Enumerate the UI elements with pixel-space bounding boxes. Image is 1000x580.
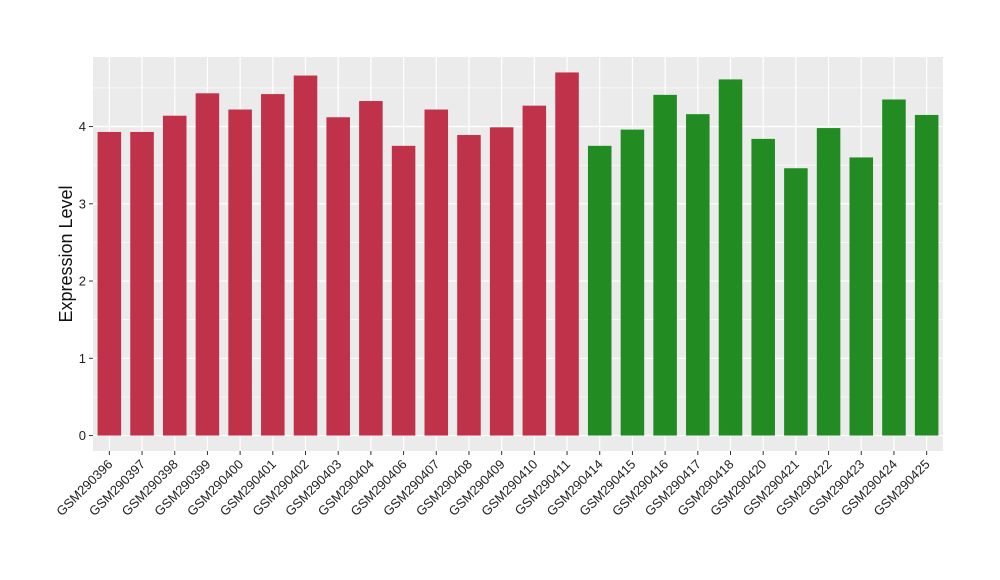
bar-GSM290421 xyxy=(784,168,808,436)
bar-GSM290402 xyxy=(293,75,318,436)
bar-GSM290406 xyxy=(391,145,416,436)
y-tick-label: 3 xyxy=(79,196,86,211)
bar-GSM290403 xyxy=(326,117,350,436)
bar-GSM290407 xyxy=(424,109,449,436)
x-axis-ticks: GSM290396GSM290397GSM290398GSM290399GSM2… xyxy=(53,451,933,519)
y-tick-label: 4 xyxy=(79,119,86,134)
bar-GSM290415 xyxy=(620,129,645,436)
bar-GSM290396 xyxy=(97,131,122,436)
bar-GSM290417 xyxy=(686,114,710,436)
y-tick-label: 0 xyxy=(79,428,86,443)
y-axis-ticks: 0 1 2 3 4 xyxy=(79,119,93,443)
bar-GSM290423 xyxy=(849,157,874,436)
bar-GSM290399 xyxy=(195,93,220,436)
bar-GSM290418 xyxy=(718,79,743,436)
bar-GSM290420 xyxy=(751,138,775,436)
bar-GSM290411 xyxy=(555,72,579,436)
bar-GSM290410 xyxy=(522,105,547,436)
bar-GSM290408 xyxy=(457,135,481,436)
bar-GSM290422 xyxy=(816,128,841,436)
bar-GSM290398 xyxy=(162,115,187,436)
bar-GSM290401 xyxy=(261,94,285,436)
plot-panel xyxy=(93,57,943,451)
bar-GSM290404 xyxy=(359,101,383,436)
bar-GSM290416 xyxy=(653,94,677,436)
bars xyxy=(97,72,939,436)
bar-GSM290425 xyxy=(914,114,939,436)
bar-GSM290409 xyxy=(489,127,514,436)
bar-GSM290414 xyxy=(587,145,612,436)
y-tick-label: 2 xyxy=(79,274,86,289)
y-axis-title: Expression Level xyxy=(56,185,76,322)
bar-GSM290397 xyxy=(130,131,154,436)
y-tick-label: 1 xyxy=(79,351,86,366)
bar-GSM290400 xyxy=(228,109,252,436)
bar-GSM290424 xyxy=(882,99,906,436)
